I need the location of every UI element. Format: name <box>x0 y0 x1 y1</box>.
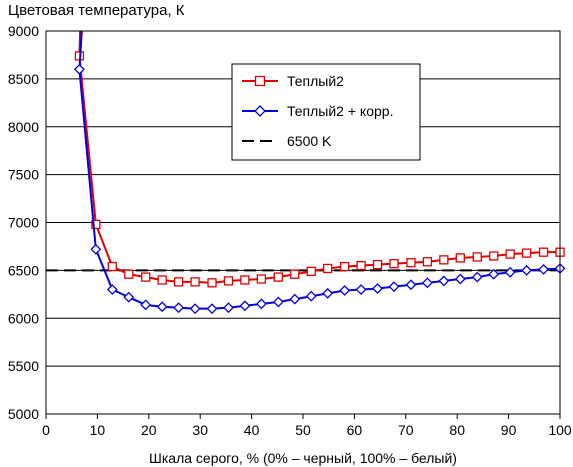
data-point-square <box>256 274 267 284</box>
plot-frame <box>45 30 561 419</box>
x-tick-label: 50 <box>295 422 311 438</box>
data-point-square <box>273 272 283 282</box>
data-point-diamond <box>438 275 450 287</box>
data-point-diamond <box>521 264 533 276</box>
data-point-diamond <box>239 300 251 312</box>
y-tick-label: 7000 <box>8 215 39 231</box>
data-point-diamond <box>405 279 417 291</box>
legend-label: Теплый2 + корр. <box>287 103 393 119</box>
data-point-diamond <box>504 266 516 278</box>
data-point-diamond <box>471 271 483 283</box>
x-tick-label: 20 <box>141 422 157 438</box>
data-point-square <box>223 276 234 286</box>
data-point-diamond <box>538 263 549 275</box>
data-point-square <box>472 252 482 262</box>
x-tick-label: 10 <box>90 422 106 438</box>
data-point-square <box>505 249 515 259</box>
chart-title: Цветовая температура, К <box>8 2 185 19</box>
x-tick-labels: 0 10 20 30 40 50 60 70 80 90 100 <box>42 422 572 438</box>
plot-border <box>45 30 561 415</box>
y-tick-label: 7500 <box>8 167 39 183</box>
legend-marker-square <box>254 75 266 87</box>
legend-marker-diamond <box>254 105 266 117</box>
y-tick-label: 8000 <box>8 119 39 135</box>
data-point-diamond <box>421 277 433 289</box>
data-point-diamond <box>106 284 118 295</box>
data-point-square <box>521 248 532 258</box>
y-tick-label: 5500 <box>8 358 39 374</box>
x-tick-label: 70 <box>398 422 414 438</box>
data-point-square <box>91 219 101 230</box>
y-tick-labels: 5000 5500 6000 6500 7000 7500 8000 8500 9000 <box>8 23 39 422</box>
data-point-square <box>406 258 416 268</box>
data-point-diamond <box>206 303 218 315</box>
y-tick-label: 5000 <box>8 406 39 422</box>
x-tick-label: 100 <box>548 422 572 438</box>
y-tick-label: 8500 <box>8 71 39 87</box>
data-point-diamond <box>156 301 168 313</box>
data-point-square <box>356 260 366 271</box>
data-point-diamond <box>454 273 466 285</box>
data-point-square <box>323 263 333 274</box>
data-point-diamond <box>223 302 234 314</box>
data-point-diamond <box>140 299 152 311</box>
data-point-diamond <box>372 283 383 294</box>
y-tick-label: 9000 <box>8 23 39 39</box>
data-point-square <box>455 253 465 263</box>
data-point-diamond <box>339 285 351 296</box>
legend: Теплый2 Теплый2 + корр. 6500 K <box>231 63 421 161</box>
data-point-diamond <box>255 298 267 310</box>
x-tick-label: 80 <box>449 422 465 438</box>
x-tick-label: 90 <box>501 422 517 438</box>
data-point-diamond <box>388 281 400 293</box>
data-point-diamond <box>123 291 135 303</box>
x-axis-label: Шкала серого, % (0% – черный, 100% – бел… <box>149 450 457 466</box>
data-point-square <box>207 278 217 288</box>
data-point-square <box>173 277 184 287</box>
data-point-square <box>306 266 316 276</box>
data-point-square <box>489 251 499 261</box>
legend-label: 6500 K <box>287 133 332 149</box>
data-point-diamond <box>272 296 284 308</box>
data-point-diamond <box>355 284 367 295</box>
data-point-diamond <box>488 268 500 280</box>
y-tick-label: 6500 <box>8 262 39 278</box>
x-tick-label: 60 <box>347 422 363 438</box>
x-tick-label: 30 <box>192 422 208 438</box>
data-point-square <box>339 261 350 272</box>
data-point-diamond <box>90 243 102 255</box>
x-tick-label: 0 <box>42 422 50 438</box>
data-point-square <box>107 261 117 272</box>
series-layer <box>73 31 566 315</box>
x-tick-label: 40 <box>244 422 260 438</box>
data-point-square <box>290 269 300 279</box>
legend-label: Теплый2 <box>287 73 344 89</box>
data-point-square <box>240 275 250 285</box>
data-point-square <box>141 272 151 282</box>
data-point-square <box>124 269 134 279</box>
data-point-diamond <box>322 287 334 299</box>
data-point-square <box>422 257 433 267</box>
data-point-diamond <box>73 63 85 75</box>
data-point-square <box>439 255 449 265</box>
data-point-square <box>157 275 167 285</box>
data-point-square <box>190 277 200 287</box>
data-point-diamond <box>289 293 301 305</box>
data-point-diamond <box>173 302 185 314</box>
data-point-square <box>538 247 549 257</box>
data-point-square <box>372 259 383 270</box>
data-point-diamond <box>189 303 201 315</box>
data-point-diamond <box>305 290 317 302</box>
y-tick-label: 6000 <box>8 310 39 326</box>
data-point-square <box>389 259 399 269</box>
